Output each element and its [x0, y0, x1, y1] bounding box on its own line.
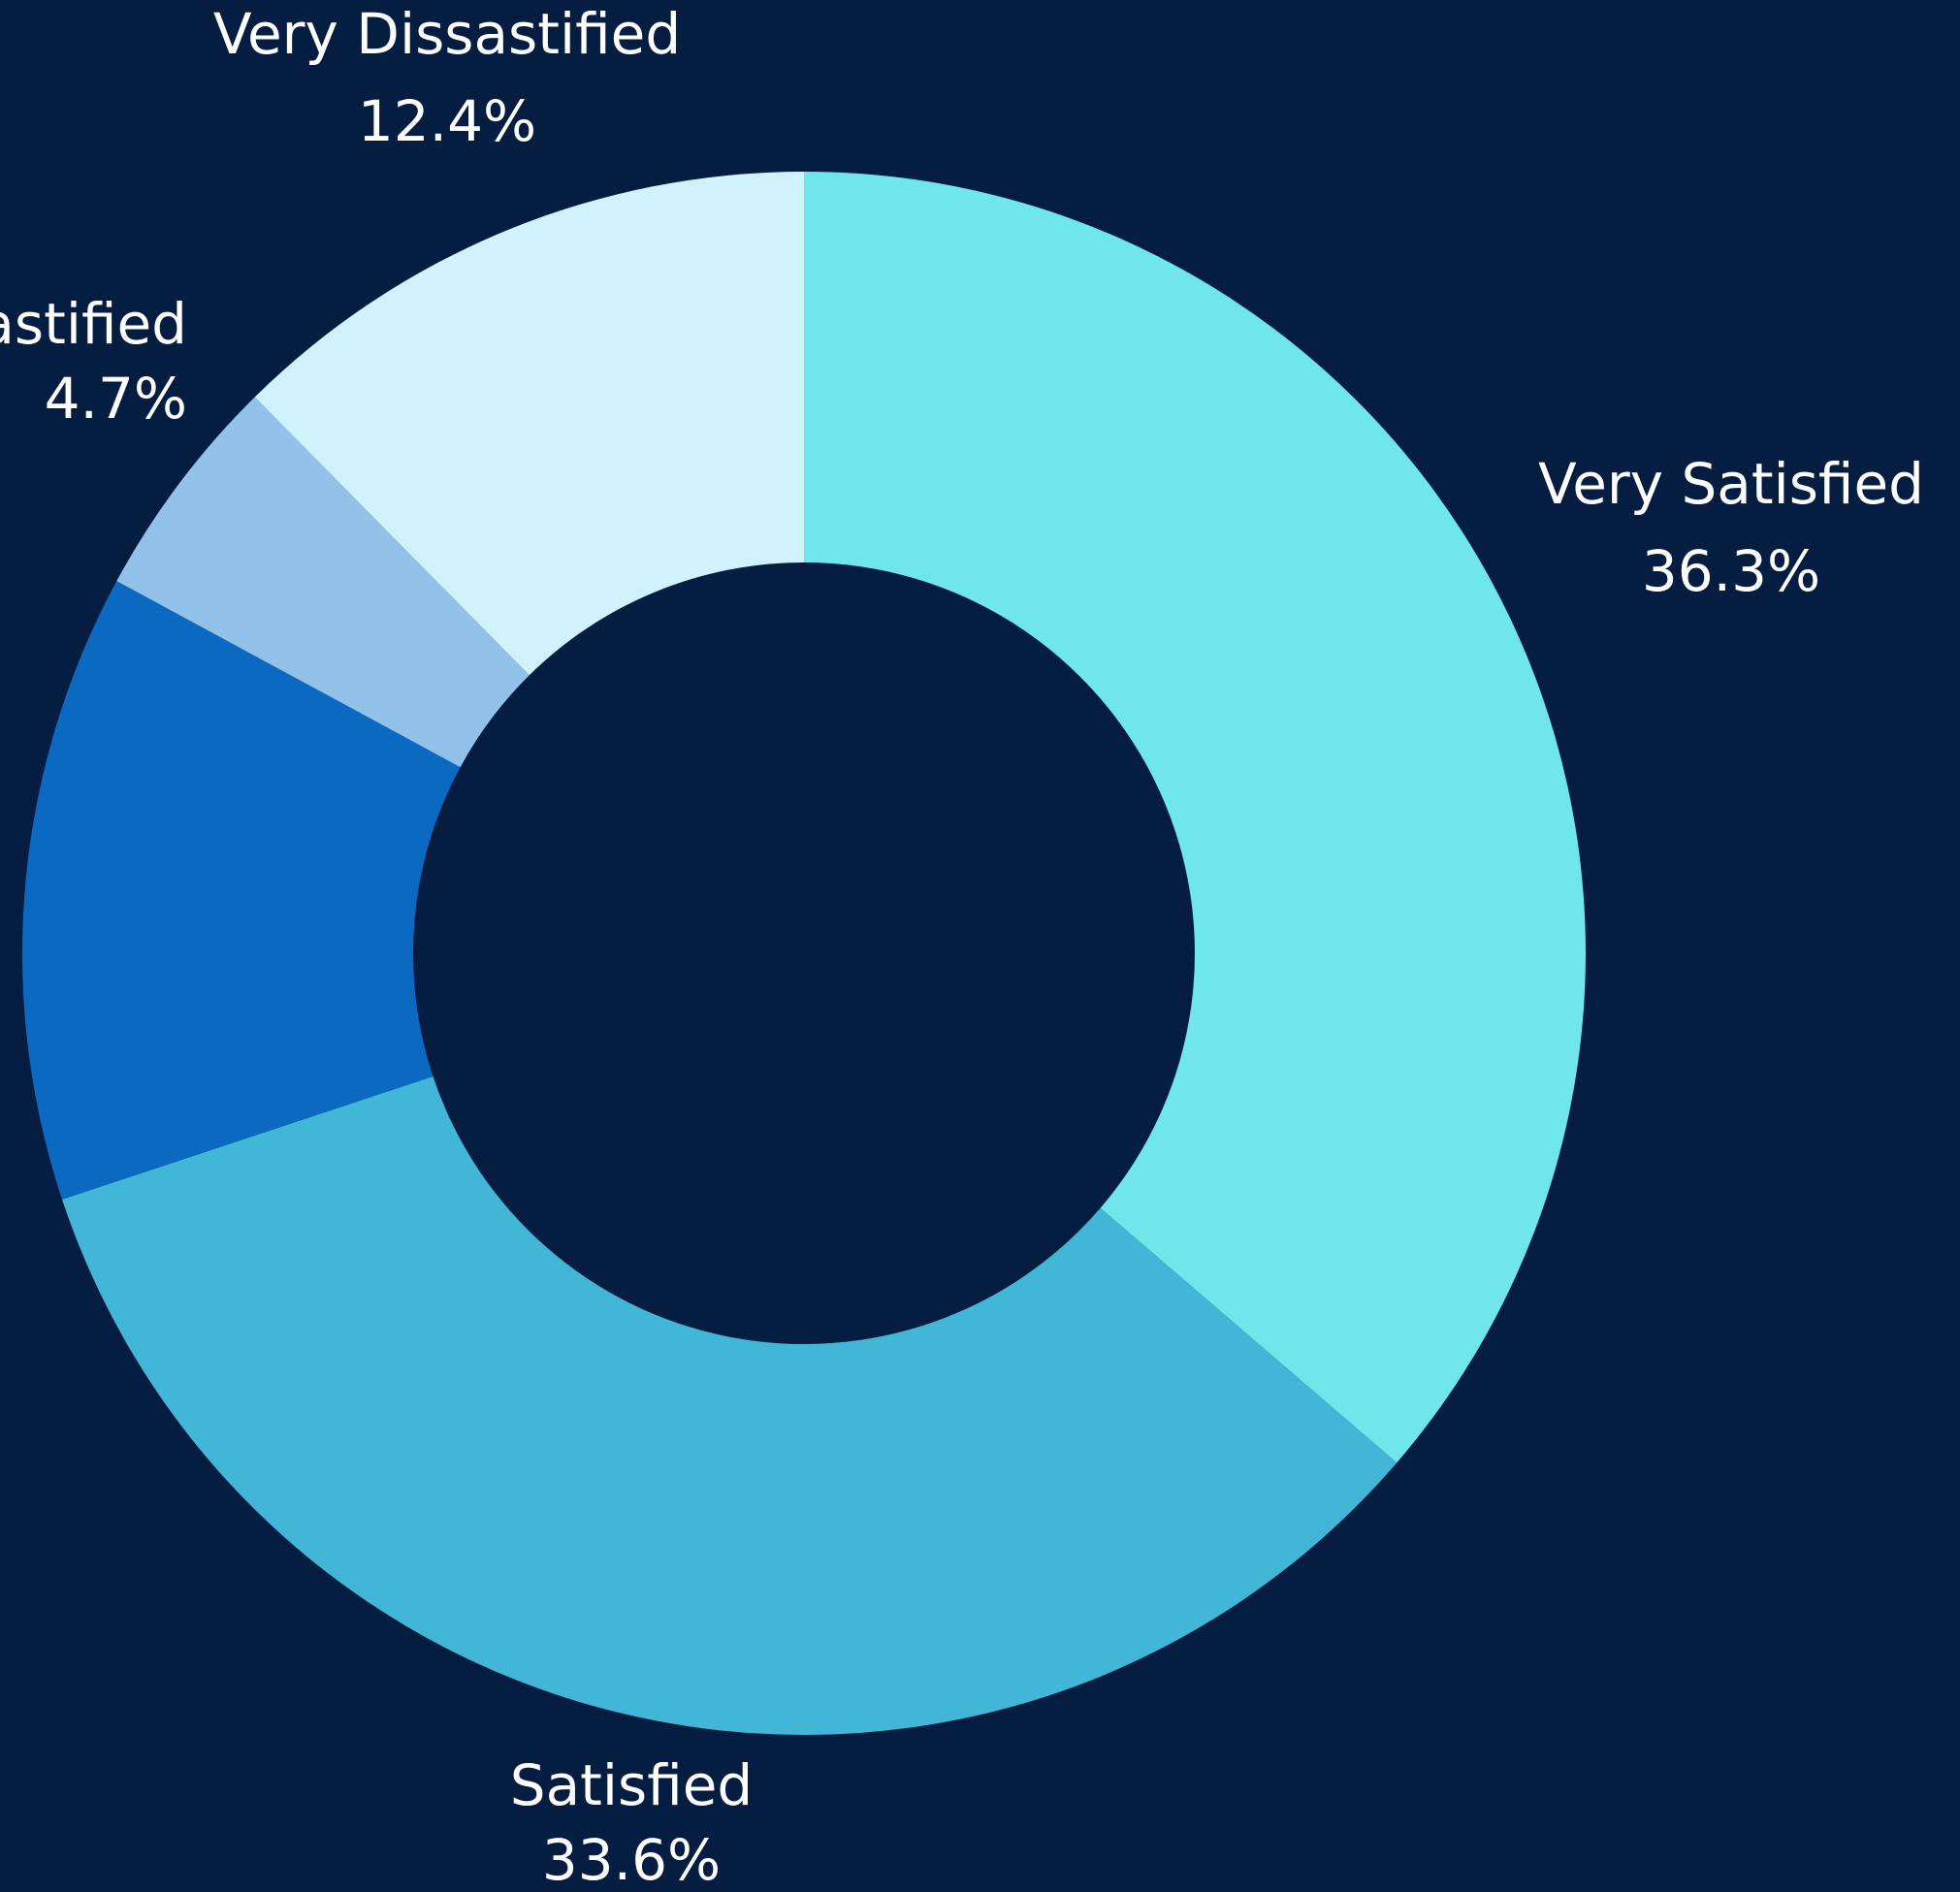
segment-label: Satisfied: [510, 1752, 753, 1818]
segment-label: Very Dissastified: [213, 1, 681, 67]
segment-label: Very Satisfied: [1538, 451, 1924, 517]
donut-segment: [62, 1075, 1398, 1735]
value-label: 4.7%: [45, 366, 187, 432]
value-label: 33.6%: [542, 1827, 721, 1892]
segment-label: Dissastified: [0, 291, 187, 357]
value-label: 36.3%: [1642, 538, 1820, 604]
donut-segment: [804, 172, 1586, 1463]
donut-segment: [254, 172, 804, 676]
value-label: 12.4%: [358, 88, 536, 154]
donut-segment: [22, 581, 461, 1200]
donut-segment: [116, 397, 530, 768]
